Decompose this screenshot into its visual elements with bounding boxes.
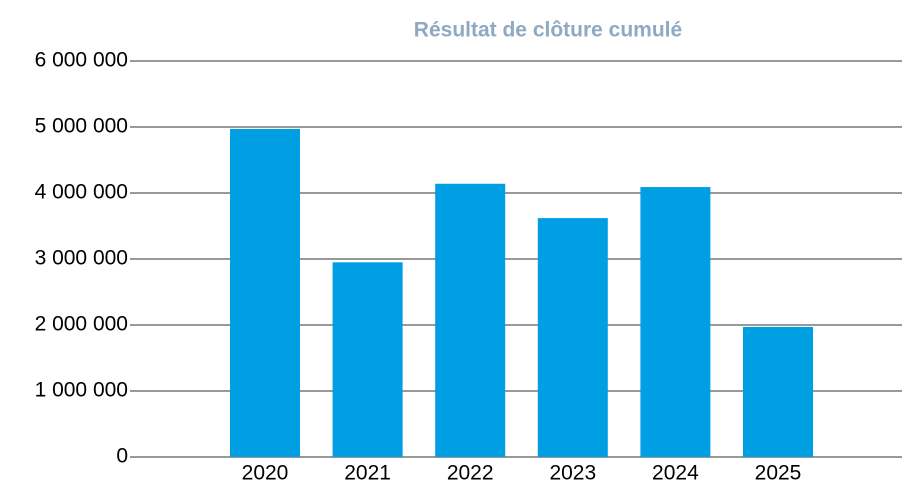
x-tick-label: 2024 bbox=[652, 462, 699, 485]
bar bbox=[435, 183, 506, 457]
y-tick-label: 6 000 000 bbox=[35, 49, 128, 72]
x-tick-label: 2023 bbox=[549, 462, 596, 485]
bar bbox=[743, 326, 813, 457]
bar bbox=[332, 262, 403, 457]
bar bbox=[230, 128, 300, 458]
y-tick-label: 5 000 000 bbox=[35, 115, 128, 138]
y-tick-label: 3 000 000 bbox=[35, 247, 128, 270]
bar bbox=[537, 218, 608, 457]
bar bbox=[640, 187, 711, 457]
y-tick-label: 0 bbox=[116, 445, 128, 468]
x-tick-label: 2025 bbox=[755, 462, 802, 485]
x-tick-label: 2021 bbox=[344, 462, 391, 485]
x-tick-label: 2022 bbox=[447, 462, 494, 485]
x-tick-label: 2020 bbox=[242, 462, 289, 485]
y-tick-label: 4 000 000 bbox=[35, 181, 128, 204]
chart-title: Résultat de clôture cumulé bbox=[414, 19, 682, 42]
y-tick-label: 1 000 000 bbox=[35, 379, 128, 402]
y-tick-label: 2 000 000 bbox=[35, 313, 128, 336]
